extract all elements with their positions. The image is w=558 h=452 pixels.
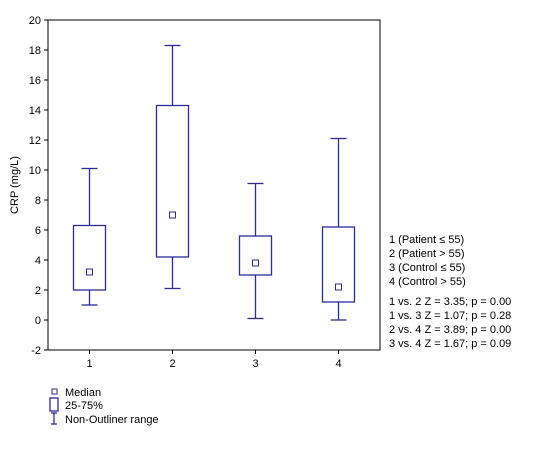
y-tick-label: 6 — [35, 225, 41, 237]
comparison-stat: 1 vs. 3 Z = 1.07; p = 0.28 — [389, 310, 511, 322]
y-tick-label: -2 — [31, 345, 41, 357]
whisker-legend-marker — [51, 412, 57, 425]
y-tick-label: 18 — [29, 45, 41, 57]
group-label: 4 (Control > 55) — [389, 276, 466, 288]
y-tick-label: 14 — [29, 105, 41, 117]
y-tick-label: 0 — [35, 315, 41, 327]
group-label: 1 (Patient ≤ 55) — [389, 234, 464, 246]
comparison-stat: 3 vs. 4 Z = 1.67; p = 0.09 — [389, 338, 511, 350]
legend-median-label: Median — [65, 387, 101, 399]
iqr-box — [321, 226, 356, 303]
y-tick-label: 8 — [35, 195, 41, 207]
y-tick-label: 10 — [29, 165, 41, 177]
median-marker — [169, 211, 176, 219]
box-legend-marker — [49, 397, 59, 412]
plot-frame — [47, 19, 381, 351]
x-tick-label: 2 — [169, 358, 175, 370]
y-tick-label: 20 — [29, 15, 41, 27]
x-tick-label: 1 — [86, 358, 92, 370]
legend-whisker-label: Non-Outliner range — [65, 414, 159, 426]
median-legend-marker — [51, 388, 58, 395]
x-tick-label: 3 — [252, 358, 258, 370]
comparison-stat: 1 vs. 2 Z = 3.35; p = 0.00 — [389, 296, 511, 308]
legend: Median 25-75% Non-Outliner range — [49, 387, 159, 426]
group-label: 2 (Patient > 55) — [389, 248, 465, 260]
y-tick-label: 12 — [29, 135, 41, 147]
median-marker — [86, 268, 93, 276]
median-marker — [335, 283, 342, 291]
comparison-stat: 2 vs. 4 Z = 3.89; p = 0.00 — [389, 324, 511, 336]
x-tick-label: 4 — [335, 358, 341, 370]
y-tick-label: 16 — [29, 75, 41, 87]
legend-box-label: 25-75% — [65, 400, 103, 412]
iqr-box — [72, 224, 107, 291]
comparison-list: 1 vs. 2 Z = 3.35; p = 0.00 1 vs. 3 Z = 1… — [389, 296, 511, 350]
iqr-box — [238, 235, 273, 276]
group-label-list: 1 (Patient ≤ 55) 2 (Patient > 55) 3 (Con… — [389, 234, 466, 288]
median-marker — [252, 259, 259, 267]
y-tick-label: 4 — [35, 255, 41, 267]
y-tick-label: 2 — [35, 285, 41, 297]
iqr-box — [155, 104, 190, 258]
group-label: 3 (Control ≤ 55) — [389, 262, 465, 274]
y-axis-label: CRP (mg/L) — [9, 156, 21, 214]
